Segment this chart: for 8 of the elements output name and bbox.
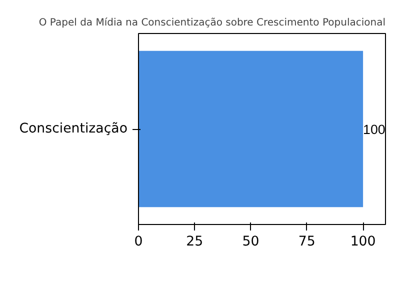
chart-title: O Papel da Mídia na Conscientização sobre Crescimento Populacional bbox=[38, 18, 386, 28]
x-tick-label: 100 bbox=[350, 234, 376, 250]
x-tick-label: 25 bbox=[186, 234, 204, 250]
y-tick-label: Conscientização bbox=[19, 122, 128, 136]
x-tick-label: 75 bbox=[298, 234, 316, 250]
x-tick-label: 0 bbox=[134, 234, 143, 250]
data-label: 100 bbox=[363, 122, 386, 137]
x-tick-label: 50 bbox=[242, 234, 260, 250]
